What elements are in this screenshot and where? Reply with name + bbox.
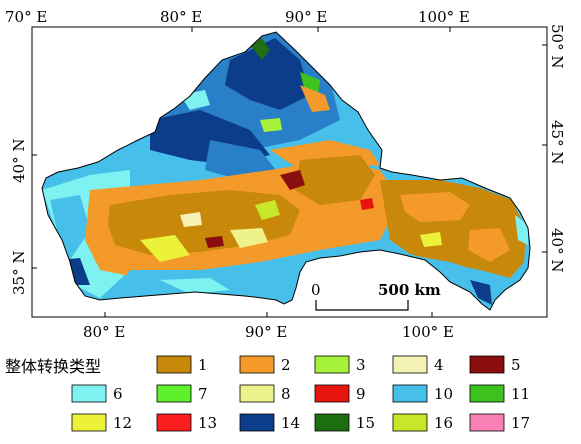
legend-swatch-16 [392,413,428,432]
scale-bar-zero-label: 0 [311,281,321,299]
legend-swatch-8 [239,384,275,403]
lon-label-bottom: 100° E [402,323,454,341]
legend-swatch-11 [469,384,505,403]
legend-label-3: 3 [356,356,366,374]
legend-swatch-2 [239,355,275,374]
legend-swatch-17 [469,413,505,432]
lon-label-top: 80° E [160,8,202,26]
legend-title: 整体转换类型 [5,357,101,376]
legend-swatch-10 [392,384,428,403]
legend-swatch-13 [156,413,192,432]
lat-label-left: 35° N [10,251,28,295]
legend-label-12: 12 [113,414,132,432]
legend-swatch-12 [71,413,107,432]
legend-label-13: 13 [198,414,217,432]
scale-bar: 0 500 km [311,281,441,311]
legend-swatch-5 [469,355,505,374]
legend-label-7: 7 [198,385,208,403]
region-outline [41,31,531,311]
legend-label-5: 5 [511,356,521,374]
lon-label-top: 90° E [285,8,327,26]
legend-label-8: 8 [281,385,291,403]
legend-swatch-1 [156,355,192,374]
legend-label-17: 17 [511,414,530,432]
lat-label-right: 50° N [548,24,566,68]
legend-label-2: 2 [281,356,291,374]
legend-label-11: 11 [511,385,530,403]
legend-swatch-3 [314,355,350,374]
lon-label-top: 100° E [418,8,470,26]
lon-label-top: 70° E [5,8,47,26]
lat-label-left: 40° N [10,139,28,183]
legend-label-14: 14 [281,414,300,432]
legend-label-9: 9 [356,385,366,403]
legend-swatch-7 [156,384,192,403]
legend-label-6: 6 [113,385,123,403]
scale-bar-length-label: 500 km [378,281,441,299]
legend-label-15: 15 [356,414,375,432]
lat-label-right: 40° N [548,228,566,272]
legend-label-4: 4 [434,356,444,374]
legend-swatch-4 [392,355,428,374]
legend-label-16: 16 [434,414,453,432]
legend-swatch-6 [71,384,107,403]
lon-label-bottom: 90° E [245,323,287,341]
legend-swatch-9 [314,384,350,403]
lon-label-bottom: 80° E [83,323,125,341]
legend-label-1: 1 [198,356,208,374]
graticule-ticks [32,27,547,317]
legend-swatch-15 [314,413,350,432]
legend-swatch-14 [239,413,275,432]
legend-label-10: 10 [434,385,453,403]
lat-label-right: 45° N [548,120,566,164]
